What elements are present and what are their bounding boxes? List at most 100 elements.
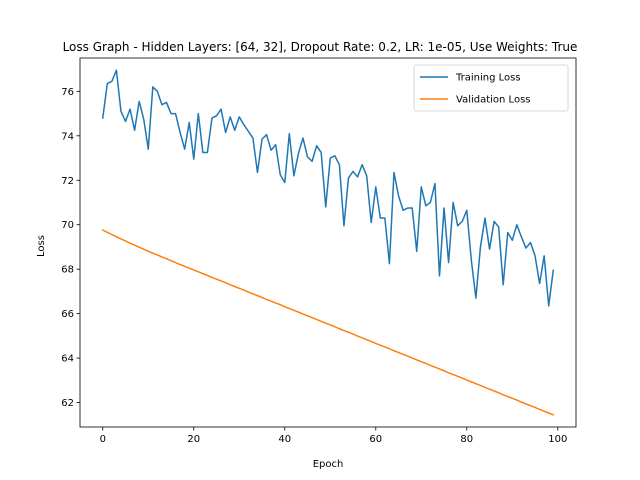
validation-loss-point <box>516 399 518 401</box>
training-loss-line <box>101 69 555 307</box>
validation-loss-point <box>229 284 231 286</box>
validation-loss-point <box>439 368 441 370</box>
y-tick-label: 64 <box>61 354 74 365</box>
validation-loss-point <box>357 335 359 337</box>
validation-loss-point <box>502 394 504 396</box>
validation-loss-point <box>207 275 209 277</box>
validation-loss-point <box>188 267 190 269</box>
training-loss-point <box>147 148 149 150</box>
validation-loss-point <box>120 238 122 240</box>
y-tick-label: 68 <box>61 265 74 276</box>
validation-loss-point <box>425 363 427 365</box>
training-loss-point <box>375 186 377 188</box>
training-loss-point <box>125 121 127 123</box>
training-loss-point <box>384 217 386 219</box>
training-loss-point <box>393 172 395 174</box>
validation-loss-point <box>489 388 491 390</box>
training-loss-point <box>320 152 322 154</box>
training-loss-point <box>548 305 550 307</box>
training-loss-point <box>220 108 222 110</box>
y-tick-label: 72 <box>61 176 74 187</box>
validation-loss-point <box>348 332 350 334</box>
validation-loss-point <box>329 324 331 326</box>
training-loss-point <box>207 152 209 154</box>
training-loss-point <box>275 144 277 146</box>
validation-loss-point <box>384 346 386 348</box>
training-loss-point <box>370 222 372 224</box>
validation-loss-point <box>507 396 509 398</box>
legend-label-validation-loss: Validation Loss <box>456 95 531 106</box>
training-loss-point <box>261 138 263 140</box>
training-loss-point <box>179 132 181 134</box>
validation-loss-point <box>279 304 281 306</box>
legend-label-training-loss: Training Loss <box>455 73 521 84</box>
training-loss-point <box>184 148 186 150</box>
chart-title: Loss Graph - Hidden Layers: [64, 32], Dr… <box>63 40 578 54</box>
training-loss-point <box>411 207 413 209</box>
validation-loss-point <box>107 231 109 233</box>
validation-loss-point <box>416 359 418 361</box>
validation-loss-point <box>266 299 268 301</box>
validation-loss-point <box>370 341 372 343</box>
validation-loss-point <box>129 242 131 244</box>
x-tick-label: 40 <box>278 434 291 445</box>
validation-loss-point <box>202 273 204 275</box>
training-loss-point <box>234 129 236 131</box>
validation-loss-point <box>198 271 200 273</box>
training-loss-point <box>521 236 523 238</box>
training-loss-point <box>157 91 159 93</box>
validation-loss-point <box>289 308 291 310</box>
validation-loss-point <box>325 322 327 324</box>
training-loss-point <box>334 155 336 157</box>
training-loss-point <box>238 116 240 118</box>
training-loss-point <box>534 255 536 257</box>
training-loss-point <box>166 102 168 104</box>
validation-loss-point <box>480 385 482 387</box>
training-loss-point <box>170 113 172 115</box>
plot-frame <box>79 57 577 428</box>
validation-loss-point <box>448 372 450 374</box>
training-loss-point <box>161 104 163 106</box>
validation-loss-point <box>220 280 222 282</box>
training-loss-point <box>289 133 291 135</box>
validation-loss-point <box>389 348 391 350</box>
y-tick-label: 62 <box>61 398 74 409</box>
training-loss-point <box>525 247 527 249</box>
training-loss-point <box>120 111 122 113</box>
validation-loss-point <box>393 350 395 352</box>
validation-loss-point <box>284 306 286 308</box>
training-loss-point <box>352 171 354 173</box>
y-axis-label: Loss <box>36 235 47 257</box>
validation-loss-point <box>298 311 300 313</box>
validation-loss-point <box>366 339 368 341</box>
training-loss-point <box>243 124 245 126</box>
validation-loss-point <box>161 256 163 258</box>
validation-loss-point <box>361 337 363 339</box>
training-loss-point <box>493 221 495 223</box>
validation-loss-point <box>238 287 240 289</box>
training-loss-point <box>357 176 359 178</box>
validation-loss-point <box>252 293 254 295</box>
training-loss-point <box>143 118 145 120</box>
training-loss-point <box>484 217 486 219</box>
training-loss-point <box>279 174 281 176</box>
validation-loss-point <box>457 376 459 378</box>
training-loss-point <box>502 284 504 286</box>
training-loss-point <box>489 248 491 250</box>
validation-loss-point <box>125 240 127 242</box>
validation-loss-point <box>143 248 145 250</box>
validation-loss-point <box>434 366 436 368</box>
training-loss-point <box>366 175 368 177</box>
y-tick-label: 70 <box>61 220 74 231</box>
training-loss-point <box>416 251 418 253</box>
validation-loss-point <box>498 392 500 394</box>
training-loss-point <box>539 283 541 285</box>
validation-loss-point <box>430 365 432 367</box>
validation-loss-point <box>352 333 354 335</box>
validation-loss-point <box>525 403 527 405</box>
training-loss-point <box>129 108 131 110</box>
validation-loss-point <box>484 387 486 389</box>
training-loss-point <box>361 164 363 166</box>
validation-loss-point <box>398 352 400 354</box>
training-loss-point <box>270 149 272 151</box>
